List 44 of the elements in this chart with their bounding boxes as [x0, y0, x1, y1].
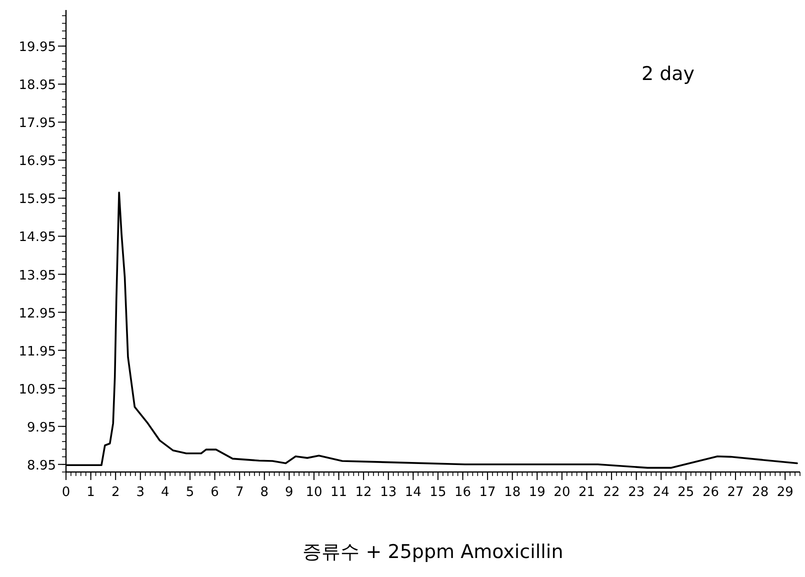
x-tick-label: 24 [652, 485, 670, 500]
x-tick-label: 27 [727, 485, 744, 500]
x-tick-label: 22 [603, 485, 620, 500]
x-tick-label: 17 [479, 485, 496, 500]
y-tick-label: 17.95 [18, 116, 56, 132]
x-tick-label: 21 [578, 485, 596, 500]
y-tick-label: 19.95 [18, 40, 56, 56]
x-tick-label: 8 [260, 485, 269, 500]
x-tick-label: 2 [111, 485, 120, 500]
x-tick-label: 20 [554, 485, 570, 500]
x-tick-label: 9 [285, 485, 294, 500]
x-tick-label: 12 [355, 485, 372, 500]
x-tick-label: 29 [776, 485, 794, 500]
x-tick-label: 7 [235, 485, 244, 500]
x-tick-label: 3 [136, 485, 145, 500]
x-tick-label: 4 [161, 485, 170, 500]
x-tick-label: 25 [678, 485, 694, 500]
x-tick-label: 28 [752, 485, 769, 500]
x-tick-label: 16 [454, 485, 472, 500]
x-tick-label: 19 [528, 485, 546, 500]
x-tick-label: 1 [86, 485, 95, 500]
y-tick-label: 8.95 [27, 458, 56, 474]
y-tick-label: 11.95 [18, 344, 56, 360]
x-tick-label: 23 [628, 485, 645, 500]
x-tick-label: 6 [210, 485, 219, 500]
y-tick-label: 13.95 [18, 268, 56, 284]
x-tick-label: 5 [186, 485, 194, 500]
x-tick-label: 11 [330, 485, 348, 500]
x-tick-label: 0 [62, 485, 70, 500]
y-tick-label: 18.95 [18, 78, 56, 94]
x-axis-title: 증류수 + 25ppm Amoxicillin [302, 541, 564, 563]
y-tick-label: 10.95 [18, 382, 56, 398]
x-tick-label: 15 [430, 485, 446, 500]
y-tick-label: 12.95 [18, 306, 56, 322]
x-tick-label: 14 [404, 485, 422, 500]
x-tick-label: 13 [380, 485, 397, 500]
y-tick-label: 9.95 [27, 420, 56, 436]
y-tick-label: 15.95 [18, 192, 56, 208]
x-tick-label: 10 [306, 485, 322, 500]
y-tick-label: 16.95 [18, 154, 56, 170]
x-tick-label: 26 [702, 485, 720, 500]
x-tick-label: 18 [504, 485, 521, 500]
y-tick-label: 14.95 [18, 230, 56, 246]
annotation: 2 day [641, 63, 695, 85]
